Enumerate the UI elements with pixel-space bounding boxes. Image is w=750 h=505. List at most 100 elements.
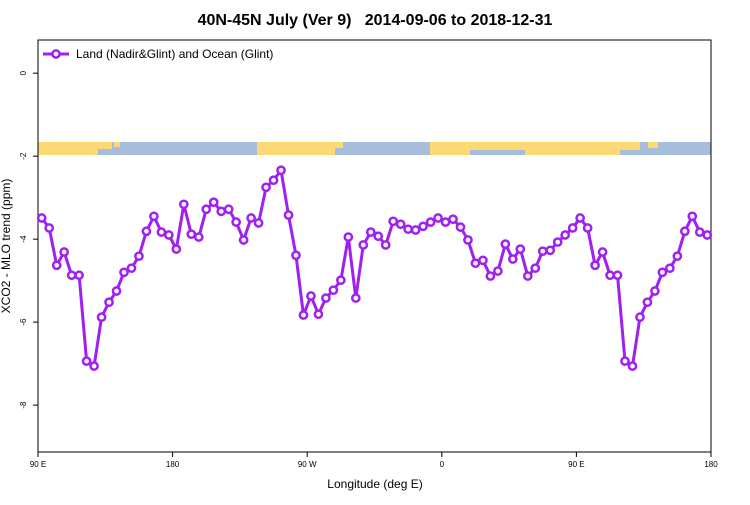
data-point	[321, 293, 331, 303]
data-point	[74, 270, 84, 281]
data-point	[590, 260, 600, 271]
land-band	[38, 142, 98, 155]
data-point	[403, 224, 413, 235]
data-point	[238, 235, 249, 245]
data-point	[276, 165, 286, 176]
data-point	[507, 254, 518, 264]
data-point	[208, 197, 219, 208]
data-point	[96, 312, 107, 323]
data-point	[642, 297, 653, 308]
land-band	[525, 142, 620, 155]
data-point	[560, 230, 571, 240]
data-point	[89, 361, 99, 371]
data-point	[380, 240, 391, 250]
data-point	[246, 213, 256, 223]
land-ocean-strip	[38, 142, 711, 155]
data-point	[650, 286, 660, 296]
x-axis-label: Longitude (deg E)	[327, 477, 422, 491]
data-point	[51, 260, 62, 271]
land-band	[114, 142, 120, 147]
data-point	[350, 293, 361, 303]
data-point	[373, 231, 384, 242]
chart-title: 40N-45N July (Ver 9) 2014-09-06 to 2018-…	[198, 12, 553, 29]
y-tick-label: -4	[19, 235, 28, 243]
data-point	[223, 204, 234, 215]
data-point	[171, 244, 182, 254]
data-point	[470, 258, 481, 269]
data-point	[59, 247, 70, 257]
x-tick-label: 90 E	[30, 460, 46, 469]
data-point	[365, 227, 376, 237]
data-point	[156, 227, 167, 237]
data-point	[635, 312, 645, 323]
data-point	[500, 239, 511, 249]
data-point	[313, 309, 324, 320]
data-point	[694, 227, 705, 237]
data-point	[201, 204, 212, 215]
data-point	[119, 267, 129, 278]
data-point	[336, 275, 346, 286]
data-point	[582, 223, 593, 233]
y-tick-label: -8	[19, 401, 28, 409]
data-point	[597, 247, 608, 257]
data-point	[268, 175, 279, 186]
land-band	[648, 142, 658, 148]
y-tick-label: -2	[19, 152, 28, 160]
data-point	[515, 244, 526, 254]
data-point	[134, 251, 144, 262]
x-tick-label: 0	[440, 460, 445, 469]
data-point	[620, 356, 630, 366]
x-tick-label: 180	[704, 460, 718, 469]
data-point	[358, 240, 369, 250]
data-point	[186, 229, 197, 240]
x-tick-label: 90 W	[298, 460, 317, 469]
data-point	[328, 285, 339, 296]
x-tick-label: 180	[166, 460, 180, 469]
data-point	[657, 267, 668, 278]
data-point	[463, 235, 473, 245]
data-point	[81, 356, 92, 366]
data-point	[440, 217, 451, 227]
data-point	[702, 230, 713, 240]
plot-frame	[37, 39, 712, 453]
data-point	[291, 250, 301, 261]
data-point	[395, 219, 406, 230]
data-point	[627, 361, 638, 371]
data-point	[575, 213, 585, 223]
x-tick-label: 90 E	[568, 460, 584, 469]
data-point	[537, 246, 548, 257]
y-tick-label: 0	[19, 70, 28, 75]
data-point	[216, 206, 227, 217]
y-axis-label: XCO2 - MLO trend (ppm)	[0, 179, 13, 314]
data-point	[283, 210, 294, 220]
data-point	[343, 232, 354, 242]
data-point	[418, 221, 428, 232]
data-point	[493, 266, 503, 276]
legend-marker	[51, 49, 61, 59]
data-point	[530, 263, 541, 274]
data-point	[388, 216, 399, 227]
data-point	[552, 237, 563, 247]
data-point	[149, 211, 159, 222]
data-point	[612, 270, 623, 281]
legend-label: Land (Nadir&Glint) and Ocean (Glint)	[76, 47, 273, 61]
data-point	[306, 291, 316, 301]
data-point	[545, 245, 556, 256]
data-point	[261, 182, 271, 193]
land-band	[470, 142, 525, 150]
data-point	[665, 263, 675, 274]
data-point	[104, 297, 114, 308]
data-point	[455, 222, 466, 232]
data-point	[672, 251, 683, 262]
data-point	[193, 232, 204, 242]
data-point	[298, 310, 309, 320]
land-band	[335, 142, 343, 148]
data-point	[66, 270, 77, 281]
data-point	[433, 213, 443, 223]
data-point	[425, 217, 436, 227]
data-point	[44, 223, 55, 233]
data-point	[126, 263, 137, 274]
series-line	[40, 168, 708, 368]
land-band	[257, 142, 335, 155]
